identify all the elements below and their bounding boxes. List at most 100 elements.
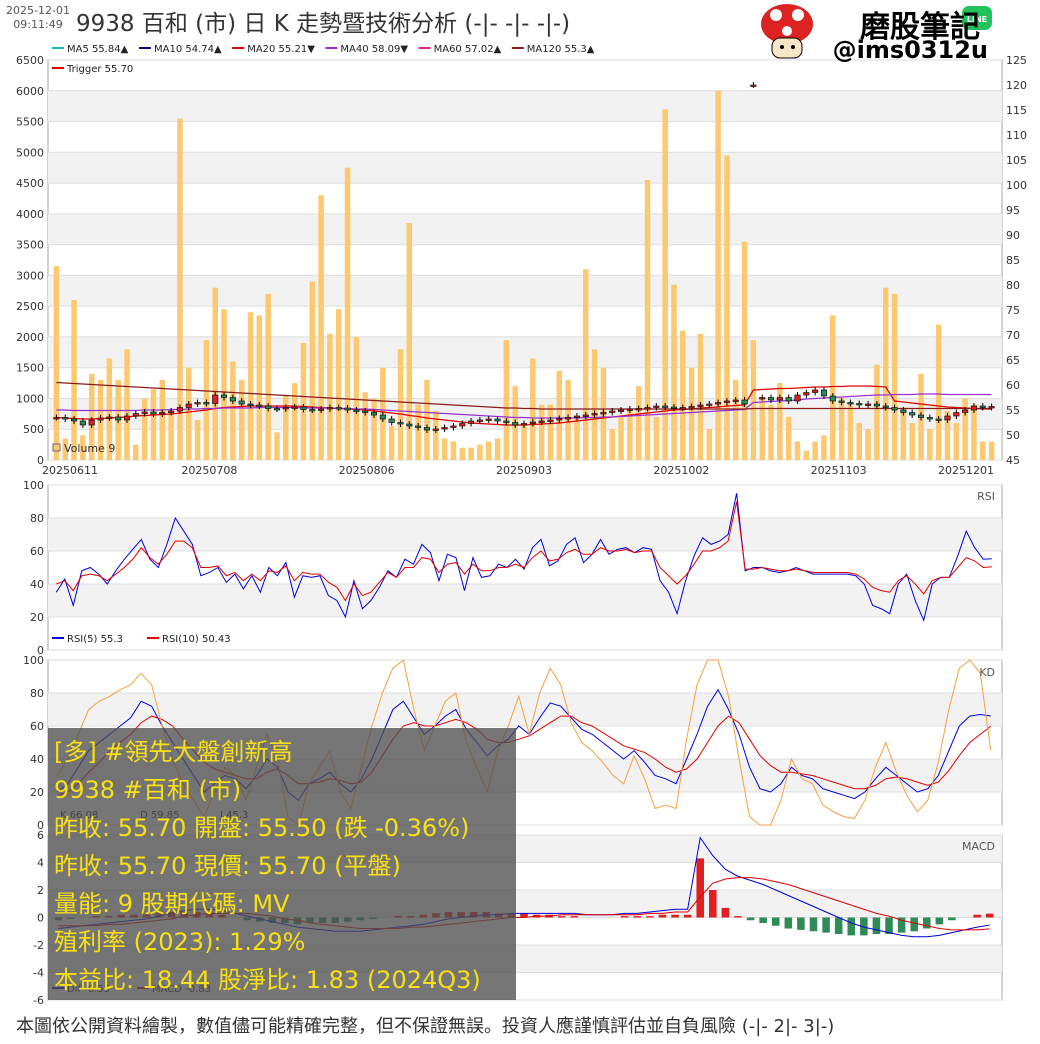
macd-y-tick: 4 <box>37 857 44 870</box>
candle-body <box>644 407 651 410</box>
candle-body <box>194 402 201 405</box>
candle-body <box>212 394 219 404</box>
candle-body <box>953 412 960 417</box>
volume-bar <box>724 155 730 460</box>
volume-bar <box>221 309 227 460</box>
kline-left-tick: 0 <box>37 454 44 467</box>
x-date-tick: 20251201 <box>938 464 994 477</box>
volume-bar <box>424 380 430 460</box>
volume-legend-swatch <box>52 443 61 452</box>
rsi-y-tick: 20 <box>30 611 44 624</box>
x-date-tick: 20251103 <box>811 464 867 477</box>
candle-body <box>732 399 739 402</box>
candle-body <box>794 394 801 402</box>
rsi-grid-band <box>48 584 1002 617</box>
volume-bar <box>327 333 333 460</box>
candle-body <box>935 418 942 421</box>
candle-body <box>609 410 616 413</box>
candle-body <box>891 407 898 411</box>
volume-bar <box>335 309 342 460</box>
volume-bar <box>194 420 201 460</box>
candle-body <box>379 414 386 420</box>
candle-body <box>635 408 642 411</box>
macd-histogram-bar <box>860 917 868 936</box>
volume-bar <box>821 435 827 460</box>
overlay-price: 昨收: 55.70 現價: 55.70 (平盤) <box>54 852 401 880</box>
mushroom-logo-icon <box>761 4 813 59</box>
legend-label-ma10: MA10 54.74▲ <box>154 44 222 55</box>
candle-body <box>803 392 810 396</box>
macd-y-tick: 6 <box>37 829 44 842</box>
candle-body <box>406 423 413 427</box>
candle-body <box>300 406 307 410</box>
candle-body <box>653 405 660 408</box>
volume-bar <box>468 447 474 460</box>
candle-body <box>168 410 175 413</box>
overlay-ratios: 本益比: 18.44 股淨比: 1.83 (2024Q3) <box>54 966 481 994</box>
macd-y-tick: 2 <box>37 884 44 897</box>
kd-panel-title: KD <box>979 666 995 679</box>
volume-bar <box>741 241 748 460</box>
candle-body <box>847 402 854 405</box>
volume-bar <box>988 441 995 460</box>
kline-left-tick: 6500 <box>16 54 44 67</box>
rsi-panel-title: RSI <box>977 490 995 503</box>
kline-left-tick: 500 <box>23 423 44 436</box>
volume-bar <box>583 269 589 460</box>
kline-left-tick: 5500 <box>16 116 44 129</box>
volume-bar <box>733 380 739 460</box>
volume-bar <box>450 441 457 460</box>
legend-label-ma60: MA60 57.02▲ <box>434 44 502 55</box>
volume-bar <box>133 444 139 460</box>
candle-body <box>221 394 228 398</box>
macd-histogram-bar <box>557 916 566 918</box>
volume-bar <box>944 410 951 460</box>
kline-right-tick: 50 <box>1006 429 1020 442</box>
macd-histogram-bar <box>709 890 717 918</box>
volume-bar <box>547 404 554 460</box>
macd-histogram-bar <box>784 917 793 929</box>
volume-bar <box>344 167 351 460</box>
rsi-line-rsi10 <box>56 501 992 602</box>
candle-body <box>538 420 545 423</box>
volume-bar <box>759 398 765 460</box>
volume-bar <box>406 223 413 460</box>
volume-bar <box>644 180 651 460</box>
x-date-tick: 20250611 <box>42 464 98 477</box>
candle-body <box>468 420 475 424</box>
candle-body <box>512 422 519 426</box>
volume-bar <box>953 423 960 460</box>
volume-bar <box>891 293 898 460</box>
legend-label-ma5: MA5 55.84▲ <box>67 44 129 55</box>
volume-bar <box>794 441 801 460</box>
kline-right-tick: 120 <box>1006 79 1027 92</box>
rsi-y-tick: 0 <box>37 644 44 657</box>
kline-right-tick: 85 <box>1006 254 1020 267</box>
kline-left-tick: 3000 <box>16 269 44 282</box>
volume-bar <box>635 386 642 460</box>
kline-right-tick: 70 <box>1006 329 1020 342</box>
macd-histogram-bar <box>658 914 667 918</box>
kline-grid-band <box>48 336 1002 368</box>
volume-bar <box>618 416 624 460</box>
macd-histogram-bar <box>520 913 528 918</box>
macd-histogram-bar <box>948 917 956 921</box>
volume-bar <box>283 395 289 460</box>
volume-bar <box>141 398 148 460</box>
candle-body <box>256 404 263 407</box>
macd-histogram-bar <box>885 917 893 934</box>
volume-bar <box>212 287 218 460</box>
macd-histogram-bar <box>809 917 818 932</box>
candle-body <box>838 400 845 403</box>
kd-y-tick: 80 <box>30 687 44 700</box>
candle-body <box>176 407 183 412</box>
macd-histogram-bar <box>771 917 780 926</box>
macd-histogram-bar <box>872 917 881 934</box>
volume-bar <box>265 293 271 460</box>
kline-left-tick: 1000 <box>16 392 44 405</box>
candle-body <box>423 427 430 431</box>
volume-bar <box>777 383 783 460</box>
legend-label-ma20: MA20 55.21▼ <box>247 44 315 55</box>
candle-body <box>503 420 510 423</box>
volume-bar <box>62 438 68 460</box>
